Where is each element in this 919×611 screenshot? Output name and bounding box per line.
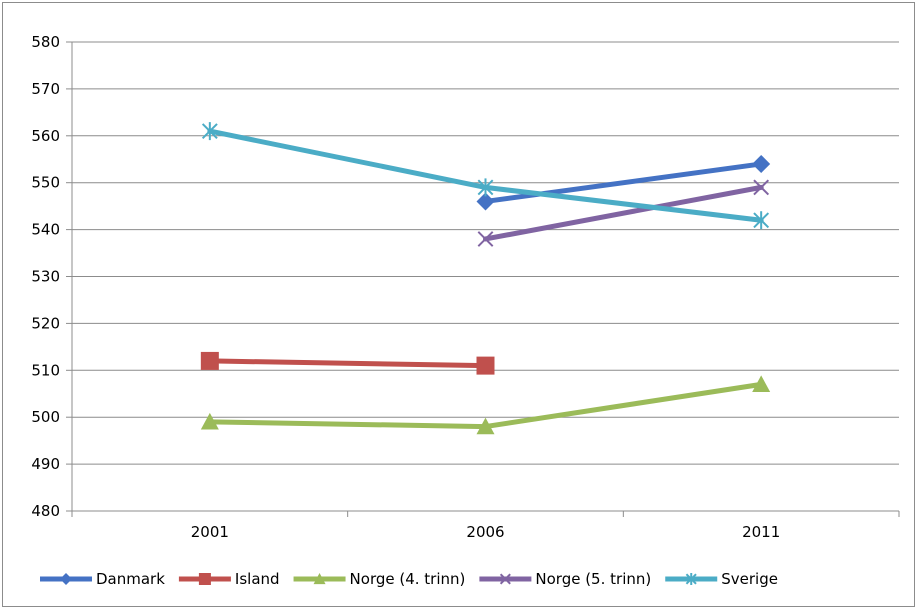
- series-sverige: [201, 122, 770, 230]
- axes: 480 490 500 510 520 530 540 550 560 570 580 2001 200…: [31, 33, 900, 541]
- y-tick-label: 570: [31, 80, 60, 98]
- y-tick-label: 560: [31, 127, 60, 145]
- y-tick-label: 520: [31, 314, 60, 332]
- data-point: [476, 417, 495, 435]
- x-tick-label: 2006: [466, 523, 504, 541]
- data-point: [685, 573, 697, 585]
- y-tick-label: 530: [31, 268, 60, 286]
- legend-item: Norge (5. trinn): [479, 570, 651, 588]
- data-point: [753, 211, 770, 230]
- data-point: [752, 375, 771, 393]
- data-point: [313, 573, 326, 585]
- series-island: [200, 351, 495, 375]
- data-point: [476, 356, 495, 375]
- data-point: [476, 192, 495, 211]
- legend: Danmark Island Norge (4. trinn) Norge (5. t…: [40, 570, 778, 588]
- series-norge-4-trinn: [200, 375, 771, 435]
- y-tick-label: 580: [31, 33, 60, 51]
- y-tick-label: 480: [31, 502, 60, 520]
- data-point: [499, 573, 511, 585]
- series-line: [483, 184, 764, 242]
- data-point: [477, 178, 494, 197]
- legend-label: Island: [235, 570, 280, 588]
- data-point: [477, 231, 494, 247]
- legend-label: Norge (4. trinn): [350, 570, 466, 588]
- series-line: [207, 358, 488, 369]
- data-point: [200, 351, 219, 370]
- data-point: [60, 573, 72, 585]
- y-tick-label: 490: [31, 455, 60, 473]
- x-tick-label: 2001: [191, 523, 229, 541]
- legend-item: Norge (4. trinn): [293, 570, 466, 588]
- data-point: [753, 179, 770, 196]
- x-tick-label: 2011: [742, 523, 780, 541]
- series-lines: [200, 122, 771, 435]
- y-tick-label: 510: [31, 361, 60, 379]
- series-norge-5-trinn: [477, 179, 770, 247]
- legend-label: Norge (5. trinn): [535, 570, 651, 588]
- data-point: [200, 412, 219, 430]
- gridlines: [72, 41, 899, 512]
- data-point: [201, 122, 218, 141]
- legend-item: Island: [178, 570, 280, 588]
- data-point: [198, 573, 211, 585]
- legend-item: Sverige: [665, 570, 778, 588]
- data-point: [752, 154, 771, 173]
- y-tick-label: 540: [31, 221, 60, 239]
- y-tick-label: 500: [31, 408, 60, 426]
- y-tick-label: 550: [31, 174, 60, 192]
- legend-label: Danmark: [96, 570, 165, 588]
- legend-item: Danmark: [40, 570, 165, 588]
- legend-label: Sverige: [721, 570, 778, 588]
